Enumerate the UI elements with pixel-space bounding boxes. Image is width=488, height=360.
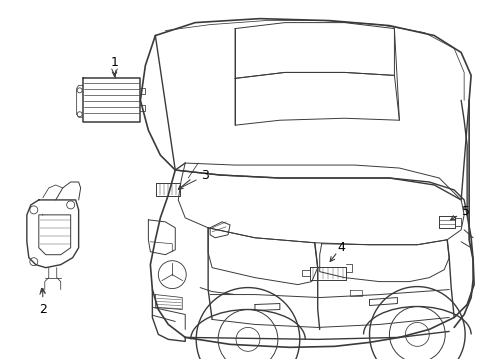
Text: 4: 4 [337,241,345,254]
Text: 1: 1 [110,56,118,69]
Text: 3: 3 [201,168,209,181]
Text: 2: 2 [39,303,47,316]
Text: 5: 5 [461,205,469,219]
